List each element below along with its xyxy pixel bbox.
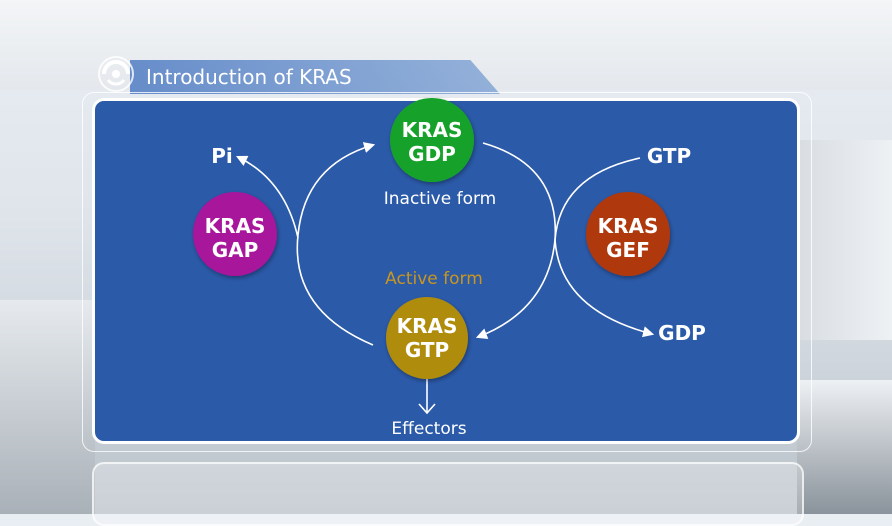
background-bench-left xyxy=(0,300,95,514)
node-gtp-line2: GTP xyxy=(405,338,449,362)
node-circle xyxy=(586,192,670,276)
node-gef-line2: GEF xyxy=(606,238,650,262)
arrow-gtp-gdp-exchange xyxy=(554,157,655,338)
background-bench-right xyxy=(797,380,892,514)
label-active-form: Active form xyxy=(385,269,483,289)
page-title: Introduction of KRAS xyxy=(146,65,352,89)
node-gtp-line1: KRAS xyxy=(397,314,458,338)
arrow-to-pi xyxy=(235,155,299,239)
label-effectors: Effectors xyxy=(391,419,466,439)
label-pi: Pi xyxy=(211,144,233,168)
node-kras-gap xyxy=(193,192,277,276)
node-kras-gtp xyxy=(386,297,468,379)
background-shelf xyxy=(797,140,892,340)
panel-frame xyxy=(82,92,812,452)
kras-cycle-diagram: KRAS GDP KRAS GTP KRAS GAP KRAS GEF Pi G… xyxy=(193,98,706,439)
node-gdp-line2: GDP xyxy=(408,142,456,166)
node-gap-line1: KRAS xyxy=(205,214,266,238)
arrow-gdp-to-gtp xyxy=(475,142,557,339)
arrow-gtp-to-gdp xyxy=(296,142,376,346)
label-gdp: GDP xyxy=(658,321,706,345)
node-circle xyxy=(193,192,277,276)
node-circle xyxy=(386,297,468,379)
logo-icon xyxy=(98,56,134,92)
label-inactive-form: Inactive form xyxy=(384,189,497,209)
arrow-head-effectors xyxy=(418,403,436,415)
node-circle xyxy=(390,98,474,182)
title-banner xyxy=(130,60,500,94)
node-gef-line1: KRAS xyxy=(598,214,659,238)
label-gtp: GTP xyxy=(647,144,691,168)
node-kras-gdp xyxy=(390,98,474,182)
node-gap-line2: GAP xyxy=(212,238,259,262)
node-gdp-line1: KRAS xyxy=(402,118,463,142)
node-kras-gef xyxy=(586,192,670,276)
